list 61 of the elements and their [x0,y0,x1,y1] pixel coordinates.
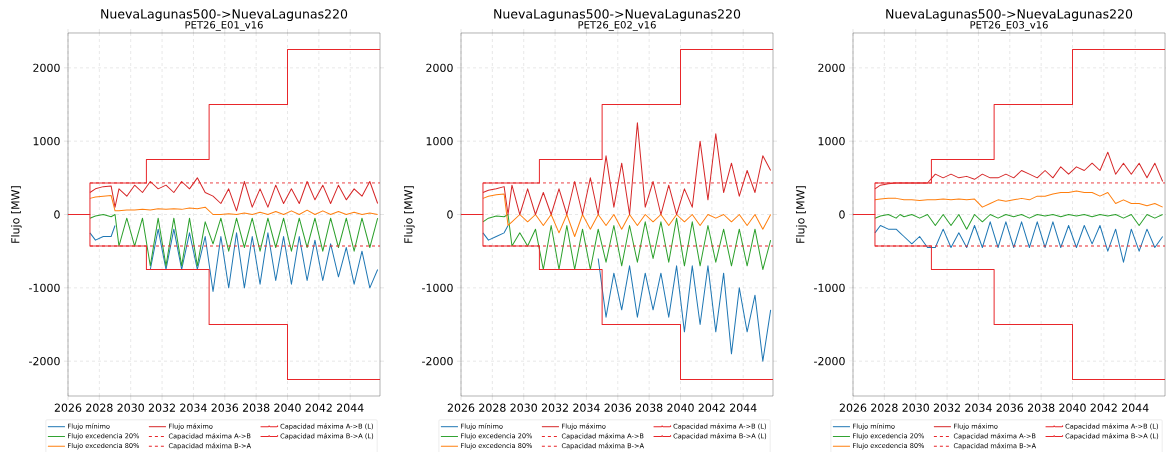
y-tick-label: 1000 [426,137,453,146]
y-axis-title: Flujo [MW] [404,186,415,243]
y-tick-label: -2000 [422,357,453,366]
x-tick-label: 2032 [148,403,175,412]
x-tick-label: 2034 [573,403,600,412]
y-tick-label: -1000 [29,283,60,292]
y-tick-label: 0 [839,210,845,219]
y-tick-label: 0 [54,210,60,219]
line-series [89,214,379,267]
x-tick-label: 2042 [305,403,332,412]
chart-title: NuevaLagunas500->NuevaLagunas220 [886,9,1133,22]
chart-subtitle: PET26_E03_v16 [970,21,1048,31]
x-tick-label: 2034 [965,403,992,412]
chart-title: NuevaLagunas500->NuevaLagunas220 [494,9,741,22]
line-series [482,193,772,238]
x-tick-label: 2030 [902,403,929,412]
y-tick-label: -2000 [814,357,845,366]
y-tick-label: 0 [447,210,453,219]
y-tick-label: 2000 [33,63,60,72]
x-tick-label: 2038 [242,403,270,412]
y-tick-label: -2000 [29,357,60,366]
y-axis-title: Flujo [MW] [10,186,22,243]
line-series [482,214,772,270]
x-tick-label: 2028 [479,403,506,412]
chart-title: NuevaLagunas500->NuevaLagunas220 [101,9,348,22]
x-tick-label: 2040 [667,403,694,412]
x-tick-label: 2040 [1059,403,1086,412]
x-tick-label: 2040 [274,403,301,412]
y-tick-label: -1000 [422,283,453,292]
y-tick-label: -1000 [814,283,845,292]
x-tick-label: 2042 [1090,403,1117,412]
x-tick-label: 2038 [635,403,663,412]
line-series [482,122,772,216]
x-tick-label: 2026 [447,403,475,412]
x-tick-label: 2028 [86,403,113,412]
x-tick-label: 2026 [54,403,82,412]
x-tick-label: 2032 [933,403,960,412]
x-tick-label: 2044 [730,403,757,412]
y-axis-title: Flujo [MW] [796,186,807,243]
x-tick-label: 2034 [180,403,207,412]
x-tick-label: 2044 [337,403,364,412]
chart-subtitle: PET26_E02_v16 [578,21,656,31]
x-tick-label: 2036 [211,403,239,412]
x-tick-label: 2042 [698,403,725,412]
x-tick-label: 2028 [871,403,898,412]
x-tick-label: 2026 [839,403,867,412]
line-series [874,221,1164,263]
x-tick-label: 2044 [1122,403,1149,412]
y-tick-label: 1000 [33,137,60,146]
x-tick-label: 2038 [1027,403,1055,412]
chart-subtitle: PET26_E01_v16 [185,21,263,31]
x-tick-label: 2032 [541,403,568,412]
x-tick-label: 2030 [117,403,144,412]
line-series [89,177,379,212]
x-tick-label: 2036 [604,403,632,412]
x-tick-label: 2030 [510,403,537,412]
y-tick-label: 2000 [818,63,845,72]
x-tick-label: 2036 [996,403,1024,412]
y-tick-label: 2000 [426,63,453,72]
line-series [874,214,1164,230]
y-tick-label: 1000 [818,137,845,146]
